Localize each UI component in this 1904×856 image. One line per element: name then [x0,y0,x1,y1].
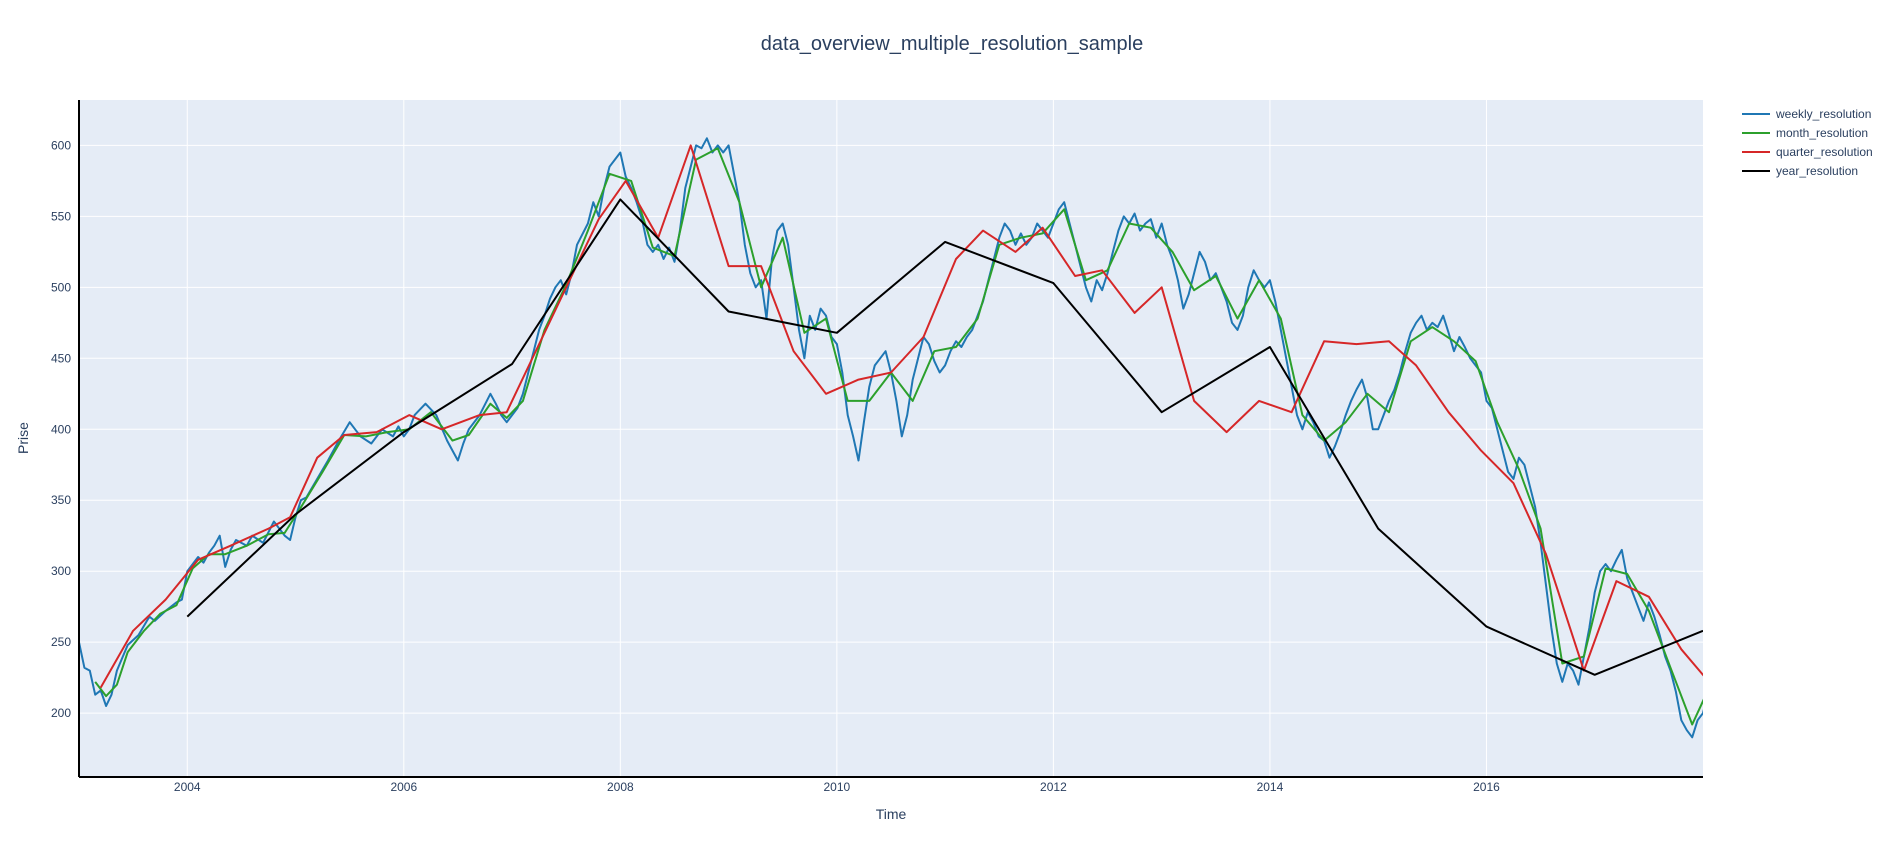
series-line-year-resolution [186,198,1703,676]
legend-label: quarter_resolution [1776,145,1873,159]
x-gridlines [186,100,1487,777]
axes [78,100,1703,778]
x-tick-label: 2012 [1040,780,1067,794]
legend-item-weekly-resolution[interactable]: weekly_resolution [1742,107,1871,121]
y-tick-label: 200 [51,706,71,720]
legend-label: month_resolution [1776,126,1868,140]
series-line-month-resolution [94,147,1703,726]
y-tick-label: 400 [51,422,71,436]
chart-title: data_overview_multiple_resolution_sample [761,33,1143,55]
series-line-quarter-resolution [99,144,1703,689]
legend[interactable]: weekly_resolution month_resolutionquarter… [1742,107,1873,178]
x-tick-label: 2006 [390,780,417,794]
legend-label: year_resolution [1776,164,1858,178]
y-tick-label: 350 [51,493,71,507]
y-tick-label: 600 [51,138,71,152]
legend-item-month-resolution[interactable]: month_resolution [1742,126,1868,140]
y-axis-label: Prise [15,422,31,454]
x-tick-labels: 2004 2006 2008 2010 2012 2014 2016 [174,780,1500,794]
x-tick-label: 2016 [1473,780,1500,794]
y-tick-label: 300 [51,564,71,578]
legend-item-quarter-resolution[interactable]: quarter_resolution [1742,145,1873,159]
legend-item-year-resolution[interactable]: year_resolution [1742,164,1858,178]
plot-area [79,100,1703,777]
x-tick-label: 2010 [824,780,851,794]
x-axis-label: Time [876,806,907,822]
y-tick-label: 250 [51,635,71,649]
series-layer [79,137,1703,739]
y-gridlines [79,144,1703,714]
x-tick-label: 2004 [174,780,201,794]
y-tick-label: 550 [51,209,71,223]
x-tick-label: 2014 [1257,780,1284,794]
y-tick-labels: 200 250 300 350 400 450 500 550 600 [51,138,71,720]
y-tick-label: 500 [51,280,71,294]
y-tick-label: 450 [51,351,71,365]
x-tick-label: 2008 [607,780,634,794]
legend-label: weekly_resolution [1775,107,1871,121]
